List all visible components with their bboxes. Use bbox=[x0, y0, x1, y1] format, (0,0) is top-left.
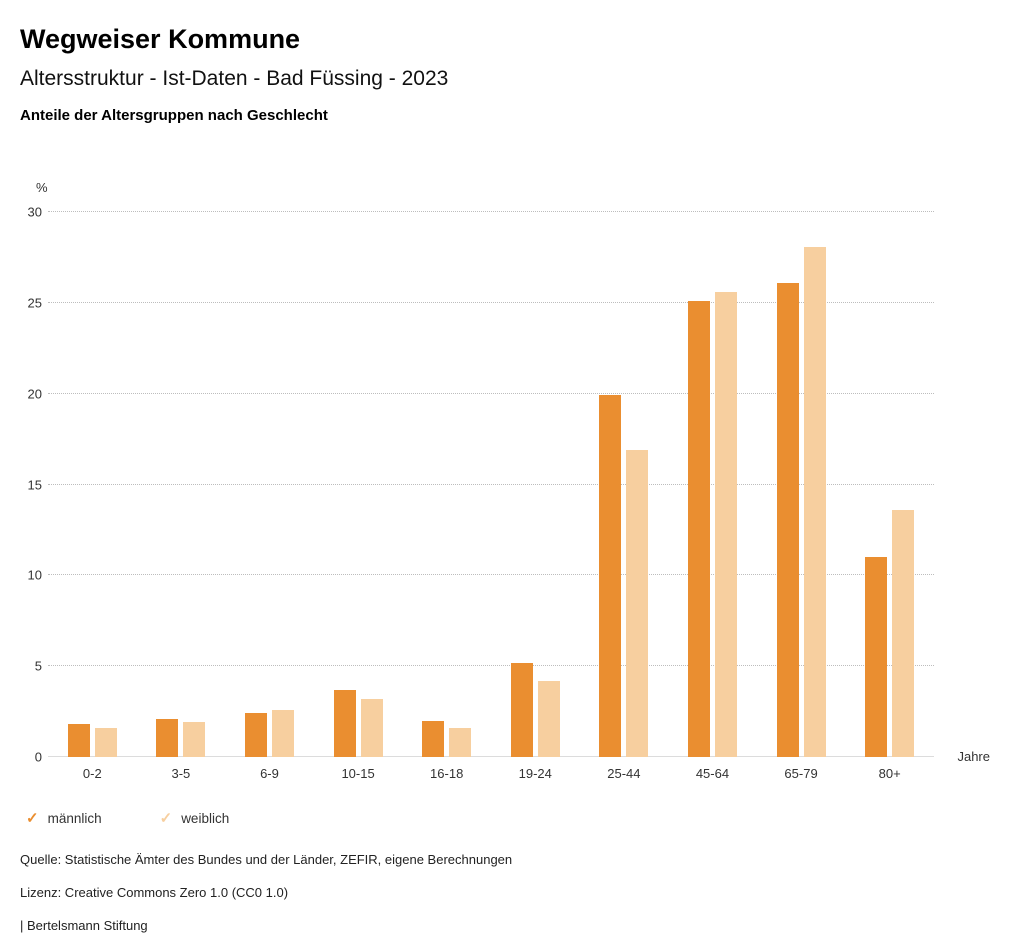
bar-group-25-44 bbox=[580, 212, 669, 757]
bar-männlich-19-24[interactable] bbox=[510, 662, 533, 757]
bar-group-80+ bbox=[845, 212, 934, 757]
y-tick-label-25: 25 bbox=[27, 295, 42, 311]
x-tick-label-65-79: 65-79 bbox=[784, 766, 818, 781]
bar-männlich-10-15[interactable] bbox=[333, 689, 356, 757]
license-text: Lizenz: Creative Commons Zero 1.0 (CC0 1… bbox=[20, 885, 289, 900]
legend-label: weiblich bbox=[181, 811, 230, 826]
bar-weiblich-25-44[interactable] bbox=[626, 449, 649, 757]
x-tick-label-16-18: 16-18 bbox=[430, 766, 464, 781]
x-tick-label-80+: 80+ bbox=[878, 766, 901, 781]
plot-area: Jahre 0 5 10 15 20 25 30 bbox=[28, 206, 990, 765]
legend-item-weiblich[interactable]: ✓ weiblich bbox=[160, 811, 230, 826]
x-axis-labels: 0-2 3-5 6-9 10-15 16-18 19-24 25-44 45-64 65-79 8… bbox=[48, 766, 934, 781]
bar-männlich-0-2[interactable] bbox=[67, 724, 90, 757]
bar-männlich-65-79[interactable] bbox=[776, 282, 799, 757]
y-axis-unit-label: % bbox=[36, 180, 48, 195]
bar-groups bbox=[48, 212, 934, 757]
bar-weiblich-3-5[interactable] bbox=[183, 722, 206, 757]
bar-weiblich-45-64[interactable] bbox=[714, 291, 737, 757]
bar-weiblich-6-9[interactable] bbox=[271, 709, 294, 757]
bar-weiblich-0-2[interactable] bbox=[94, 727, 117, 757]
bar-group-45-64 bbox=[668, 212, 757, 757]
x-tick-label-6-9: 6-9 bbox=[260, 766, 279, 781]
gridline-5 bbox=[48, 665, 934, 667]
legend-check-icon: ✓ bbox=[26, 810, 39, 827]
bar-männlich-25-44[interactable] bbox=[599, 395, 622, 757]
y-tick-label-0: 0 bbox=[34, 749, 42, 765]
gridline-10 bbox=[48, 574, 934, 576]
legend-item-männlich[interactable]: ✓ männlich bbox=[26, 811, 102, 826]
page-title: Wegweiser Kommune bbox=[20, 24, 301, 54]
chart-subtitle: Altersstruktur - Ist-Daten - Bad Füssing… bbox=[20, 67, 449, 90]
x-tick-label-25-44: 25-44 bbox=[607, 766, 641, 781]
x-axis-unit-label: Jahre bbox=[957, 749, 990, 764]
y-tick-label-5: 5 bbox=[34, 658, 42, 674]
x-tick-label-10-15: 10-15 bbox=[341, 766, 375, 781]
gridline-30 bbox=[48, 211, 934, 212]
bar-weiblich-10-15[interactable] bbox=[360, 698, 383, 757]
x-tick-label-3-5: 3-5 bbox=[171, 766, 191, 781]
gridline-20 bbox=[48, 392, 934, 394]
gridline-25 bbox=[48, 301, 934, 303]
y-tick-label-15: 15 bbox=[27, 477, 42, 492]
chart-footer: Quelle: Statistische Ämter des Bundes un… bbox=[20, 852, 1004, 933]
x-tick-label-0-2: 0-2 bbox=[82, 766, 102, 781]
bar-group-10-15 bbox=[314, 212, 403, 757]
bar-männlich-6-9[interactable] bbox=[244, 713, 267, 757]
y-tick-label-10: 10 bbox=[27, 567, 42, 583]
bar-group-0-2 bbox=[48, 212, 137, 757]
bar-group-65-79 bbox=[757, 212, 846, 757]
bar-weiblich-65-79[interactable] bbox=[803, 246, 826, 757]
chart-legend: ✓ männlich ✓ weiblich bbox=[26, 811, 1004, 826]
y-tick-label-20: 20 bbox=[27, 386, 42, 402]
bar-group-3-5 bbox=[137, 212, 226, 757]
bar-group-16-18 bbox=[402, 212, 491, 757]
bar-group-6-9 bbox=[225, 212, 314, 757]
bar-männlich-16-18[interactable] bbox=[422, 720, 445, 757]
bar-männlich-80+[interactable] bbox=[865, 557, 888, 757]
bar-weiblich-80+[interactable] bbox=[892, 509, 915, 757]
chart-heading: Anteile der Altersgruppen nach Geschlech… bbox=[20, 107, 328, 124]
bar-weiblich-19-24[interactable] bbox=[537, 680, 560, 757]
bar-group-19-24 bbox=[491, 212, 580, 757]
attribution-text: | Bertelsmann Stiftung bbox=[20, 918, 148, 933]
gridline-15 bbox=[48, 483, 934, 485]
bar-weiblich-16-18[interactable] bbox=[449, 727, 472, 757]
bar-männlich-45-64[interactable] bbox=[687, 301, 710, 757]
source-text: Quelle: Statistische Ämter des Bundes un… bbox=[20, 852, 513, 867]
legend-check-icon: ✓ bbox=[159, 810, 173, 827]
bar-chart: % Jahre 0 5 10 15 20 25 30 0-2 3-5 6-9 10-15 16-18… bbox=[22, 180, 990, 781]
gridline-0 bbox=[48, 756, 934, 757]
y-tick-label-30: 30 bbox=[27, 204, 42, 220]
bar-männlich-3-5[interactable] bbox=[156, 718, 179, 757]
x-tick-label-19-24: 19-24 bbox=[518, 766, 552, 781]
x-tick-label-45-64: 45-64 bbox=[695, 766, 730, 781]
legend-label: männlich bbox=[47, 811, 102, 826]
